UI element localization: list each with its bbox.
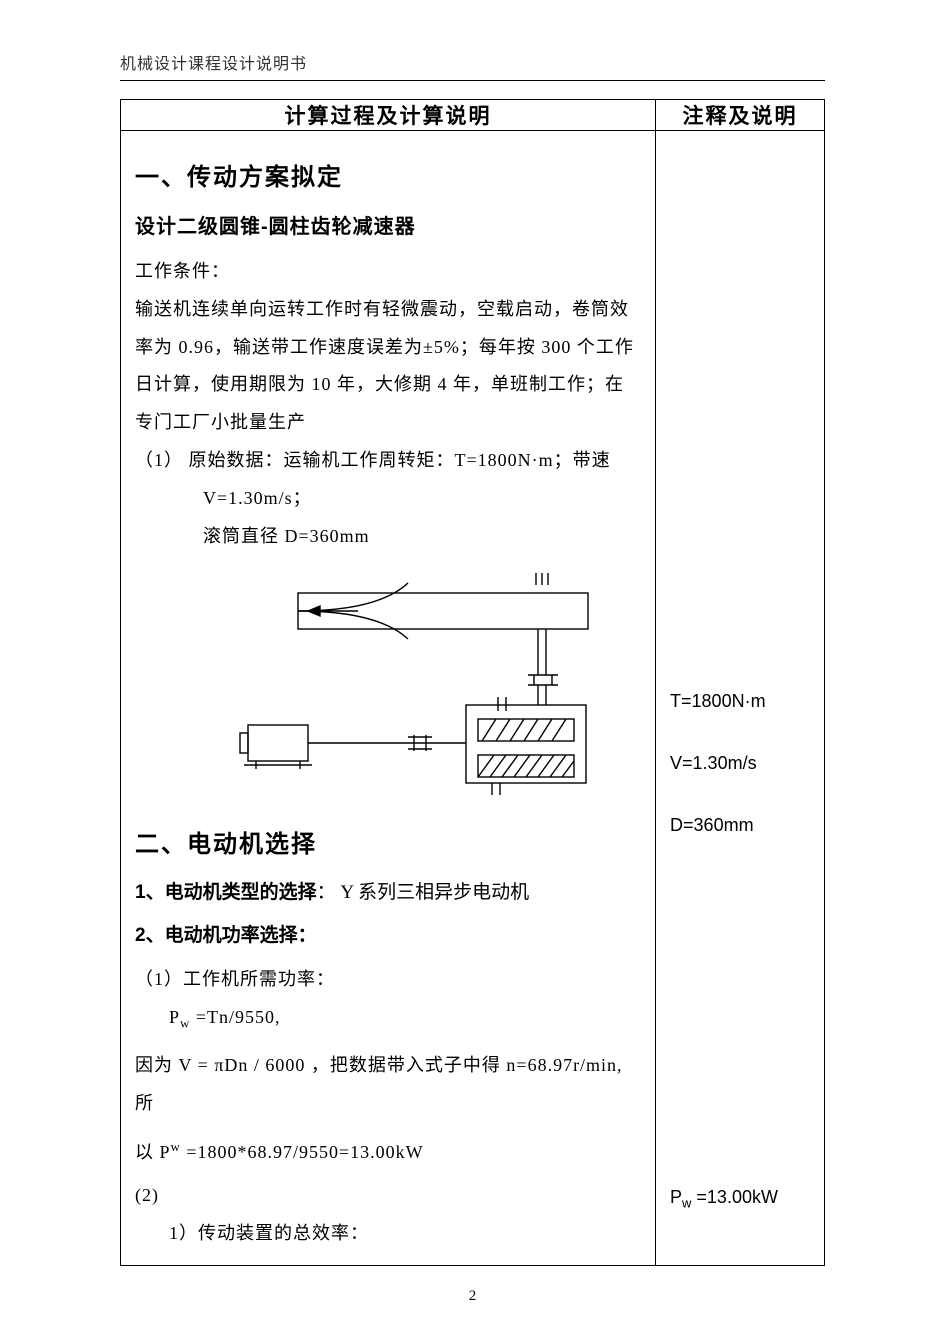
working-conditions-body: 输送机连续单向运转工作时有轻微震动，空载启动，卷筒效率为 0.96，输送带工作速…: [135, 291, 641, 442]
note-T: T=1800N·m: [670, 683, 810, 719]
section-2-1: 1、电动机类型的选择： Y 系列三相异步电动机: [135, 877, 641, 904]
section-2-1-value: ： Y 系列三相异步电动机: [317, 882, 530, 903]
table-body-row: 一、传动方案拟定 设计二级圆锥-圆柱齿轮减速器 工作条件： 输送机连续单向运转工…: [121, 131, 825, 1266]
note-Pw: Pw =13.00kW: [670, 1179, 810, 1217]
raw-data-line-a: （1） 原始数据：运输机工作周转矩：T=1800N·m；带速: [135, 442, 641, 480]
table-header-row: 计算过程及计算说明 注释及说明: [121, 100, 825, 131]
sidebar-spacer-top: [670, 143, 810, 683]
calc-line-a: 因为 V = πDn / 6000 ，把数据带入式子中得 n=68.97r/mi…: [135, 1047, 641, 1123]
calc-line-b: 以 Pw =1800*68.97/9550=13.00kW: [135, 1133, 641, 1172]
note-D: D=360mm: [670, 807, 810, 843]
running-header: 机械设计课程设计说明书: [120, 50, 825, 74]
section-2-2-item2: (2): [135, 1177, 641, 1215]
section-2-title: 二、电动机选择: [135, 824, 641, 859]
calc-line-b-prefix: 以 P: [135, 1142, 171, 1162]
formula-pw: Pw =Tn/9550,: [135, 999, 641, 1037]
section-2-2-label: 2、电动机功率选择：: [135, 920, 641, 947]
calc-line-b-sup: w: [171, 1139, 181, 1154]
content-cell-left: 一、传动方案拟定 设计二级圆锥-圆柱齿轮减速器 工作条件： 输送机连续单向运转工…: [121, 131, 656, 1266]
sidebar-spacer-mid: [670, 869, 810, 1179]
content-cell-right: T=1800N·m V=1.30m/s D=360mm Pw =13.00kW: [656, 131, 825, 1266]
header-rule: [120, 80, 825, 81]
page-container: 机械设计课程设计说明书 计算过程及计算说明 注释及说明 一、传动方案拟定 设计二…: [0, 0, 945, 1337]
section-2-2-sub1: 1）传动装置的总效率：: [135, 1215, 641, 1253]
page-number: 2: [0, 1288, 945, 1305]
col-header-left: 计算过程及计算说明: [121, 100, 656, 131]
section-2-2-item1: （1）工作机所需功率：: [135, 961, 641, 999]
formula-pw-rest: =Tn/9550,: [190, 1007, 280, 1027]
section-1-subtitle: 设计二级圆锥-圆柱齿轮减速器: [135, 210, 641, 239]
note-Pw-sub: w: [682, 1196, 691, 1211]
note-Pw-prefix: P: [670, 1187, 682, 1207]
section-2-1-label: 1、电动机类型的选择: [135, 882, 317, 903]
note-V: V=1.30m/s: [670, 745, 810, 781]
raw-data-line-c: 滚筒直径 D=360mm: [135, 518, 641, 556]
col-header-right: 注释及说明: [656, 100, 825, 131]
formula-pw-prefix: P: [169, 1007, 180, 1027]
raw-data-line-b: V=1.30m/s；: [135, 480, 641, 518]
formula-pw-sub: w: [180, 1016, 190, 1031]
diagram-svg: [178, 565, 598, 805]
main-content-table: 计算过程及计算说明 注释及说明 一、传动方案拟定 设计二级圆锥-圆柱齿轮减速器 …: [120, 99, 825, 1266]
working-conditions-label: 工作条件：: [135, 253, 641, 291]
transmission-diagram: [135, 565, 641, 810]
calc-line-b-rest: =1800*68.97/9550=13.00kW: [181, 1142, 424, 1162]
note-Pw-rest: =13.00kW: [691, 1187, 778, 1207]
section-1-title: 一、传动方案拟定: [135, 157, 641, 192]
